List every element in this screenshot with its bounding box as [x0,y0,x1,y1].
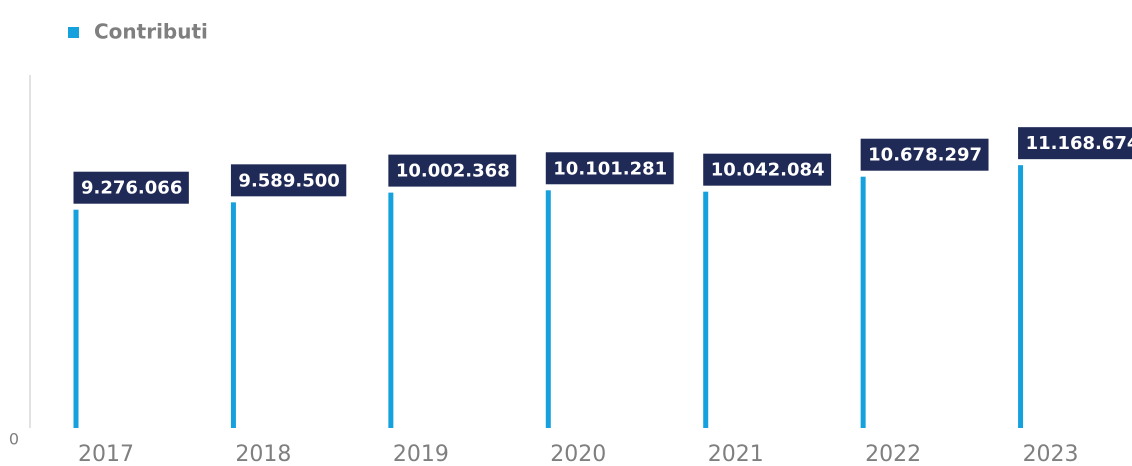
value-label: 11.168.674 [1026,133,1132,154]
x-tick-label: 2022 [865,442,921,466]
legend-label: Contributi [94,20,208,44]
x-tick-label: 2018 [235,442,291,466]
x-tick-label: 2020 [550,442,606,466]
value-label-box [545,152,674,185]
bar [388,192,394,428]
value-label-box [703,153,832,186]
x-tick-label: 2017 [78,442,134,466]
bar [73,209,79,428]
value-label-box [230,164,347,197]
value-label-box [860,138,989,171]
value-label-box [388,154,517,187]
legend-swatch [68,27,79,38]
x-tick-label: 2021 [708,442,764,466]
value-label: 10.042.084 [711,160,825,181]
value-label-box [1018,127,1132,160]
x-tick-label: 2019 [393,442,449,466]
bar [703,191,709,428]
value-label: 9.589.500 [238,170,339,191]
bar [1018,165,1024,428]
bar [860,176,866,428]
bar [545,190,551,428]
bar [230,202,236,428]
x-tick-label: 2023 [1023,442,1079,466]
value-label: 10.101.281 [553,158,667,179]
value-label: 9.276.066 [81,178,182,199]
value-label: 10.002.368 [396,161,510,182]
value-label: 10.678.297 [868,145,982,166]
value-label-box [73,171,189,204]
y-tick-label: 0 [9,430,19,449]
